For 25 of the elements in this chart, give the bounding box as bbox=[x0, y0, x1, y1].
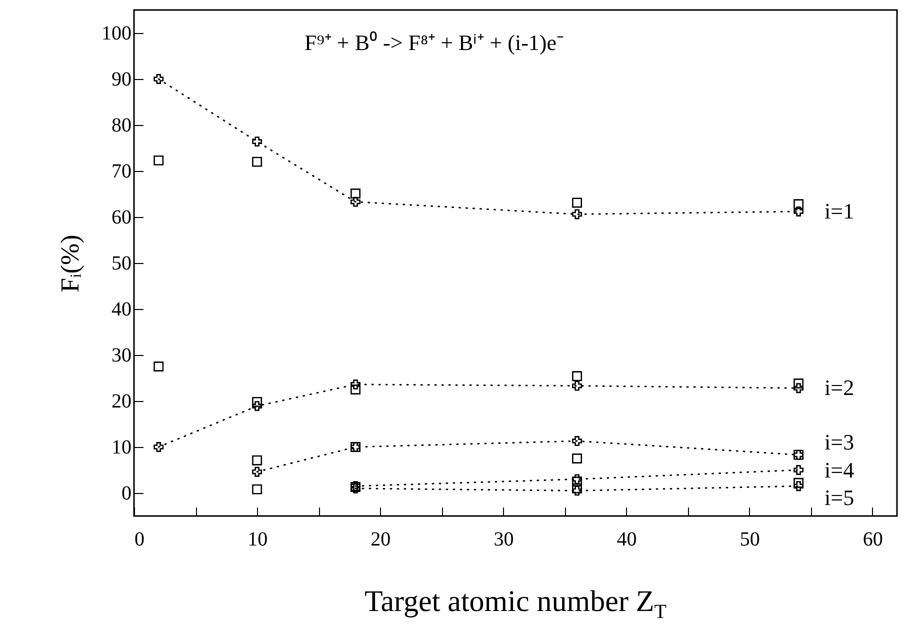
y-tick-label: 50 bbox=[112, 252, 132, 274]
x-tick-label: 60 bbox=[862, 528, 883, 550]
y-tick-label: 10 bbox=[112, 436, 132, 458]
y-axis-title: Fᵢ(%) bbox=[56, 234, 84, 292]
series-label: i=2 bbox=[824, 375, 854, 400]
x-tick-label: 20 bbox=[370, 528, 391, 550]
x-tick-label: 30 bbox=[494, 528, 514, 550]
series-label: i=1 bbox=[824, 198, 854, 224]
y-tick-label: 20 bbox=[112, 390, 132, 412]
x-axis-title: Target atomic number Z$_{T}$ bbox=[364, 585, 668, 624]
x-tick-label: 50 bbox=[740, 528, 760, 550]
y-tick-label: 90 bbox=[112, 68, 132, 90]
y-tick-label: 70 bbox=[112, 160, 132, 182]
y-tick-label: 80 bbox=[112, 114, 132, 136]
y-tick-label: 30 bbox=[112, 344, 132, 366]
y-tick-label: 60 bbox=[112, 206, 132, 228]
x-tick-label: 10 bbox=[248, 528, 268, 550]
series-label: i=5 bbox=[824, 485, 854, 510]
series-label: i=3 bbox=[824, 429, 854, 454]
y-tick-label: 0 bbox=[122, 482, 132, 504]
x-tick-label: 40 bbox=[616, 528, 637, 550]
y-tick-label: 100 bbox=[102, 22, 132, 44]
y-tick-label: 40 bbox=[112, 298, 132, 320]
text: F⁹⁺ + B⁰ -> F⁸⁺ + Bⁱ⁺ + (i-1)e⁻ bbox=[304, 30, 564, 55]
series-label: i=4 bbox=[824, 457, 854, 482]
